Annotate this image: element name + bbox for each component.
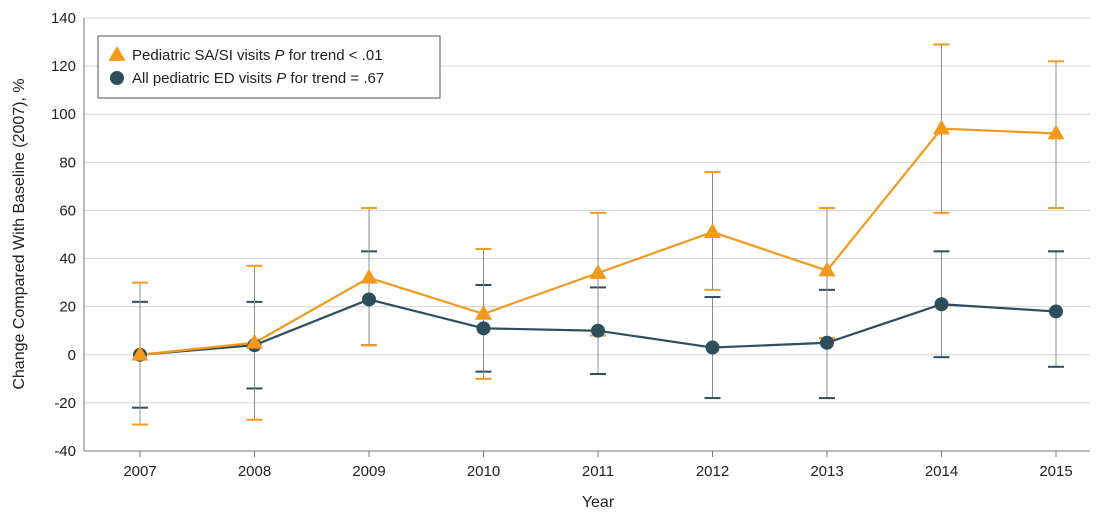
- data-point-triangle: [360, 268, 378, 284]
- x-tick-label: 2015: [1039, 463, 1072, 480]
- y-tick-label: 80: [59, 154, 76, 171]
- legend-series-name: All pediatric ED visits: [132, 70, 276, 87]
- data-point-triangle: [932, 119, 951, 135]
- legend-box: [97, 35, 441, 99]
- y-tick-label: -20: [54, 395, 76, 412]
- x-tick-label: 2009: [352, 463, 385, 480]
- legend-p-letter: P: [276, 70, 286, 87]
- x-tick-label: 2010: [467, 463, 500, 480]
- legend-series-name: Pediatric SA/SI visits: [132, 47, 275, 64]
- y-tick-label: -40: [54, 443, 76, 460]
- legend-marker-circle: [110, 71, 124, 85]
- x-tick-label: 2013: [810, 463, 843, 480]
- data-point-triangle: [131, 345, 149, 361]
- legend-entry: All pediatric ED visits P for trend = .6…: [132, 70, 384, 87]
- x-tick-label: 2007: [123, 463, 156, 480]
- data-point-circle: [820, 335, 834, 350]
- y-tick-label: 20: [59, 299, 76, 316]
- legend-p-letter: P: [275, 47, 285, 64]
- data-point-triangle: [703, 223, 722, 238]
- series: [131, 43, 1065, 426]
- x-tick-label: 2011: [582, 463, 614, 480]
- data-point-circle: [934, 297, 949, 312]
- y-tick-label: 40: [59, 251, 76, 268]
- data-point-circle: [476, 321, 491, 336]
- x-tick-label: 2012: [696, 463, 729, 480]
- data-point-triangle: [818, 261, 836, 277]
- data-point-circle: [591, 323, 605, 338]
- data-point-circle: [1049, 304, 1063, 319]
- legend-entry: Pediatric SA/SI visits P for trend < .01: [132, 47, 383, 64]
- legend-p-text: for trend < .01: [285, 47, 383, 64]
- y-tick-label: 100: [51, 106, 76, 123]
- data-point-triangle: [245, 333, 264, 349]
- y-tick-label: 120: [51, 58, 76, 75]
- y-tick-label: 0: [68, 347, 76, 364]
- x-tick-label: 2014: [925, 463, 958, 480]
- legend-p-text: for trend = .67: [286, 70, 384, 87]
- data-point-circle: [362, 292, 376, 307]
- y-tick-label: 140: [51, 10, 76, 27]
- gridlines: [84, 17, 1090, 452]
- y-axis-title: Change Compared With Baseline (2007), %: [11, 78, 28, 389]
- axes: -40 -20 0 20 40 60 80 100 120 140 2007 2008 2009 2010…: [51, 10, 1090, 480]
- data-point-triangle: [1047, 124, 1065, 140]
- data-point-triangle: [589, 263, 607, 279]
- data-point-circle: [705, 340, 720, 355]
- y-tick-label: 60: [59, 202, 76, 219]
- legend: Pediatric SA/SI visits P for trend < .01…: [97, 35, 441, 99]
- x-axis-title: Year: [582, 494, 615, 511]
- x-tick-label: 2008: [238, 463, 271, 480]
- data-point-triangle: [474, 304, 493, 320]
- legend-marker-triangle: [108, 46, 126, 61]
